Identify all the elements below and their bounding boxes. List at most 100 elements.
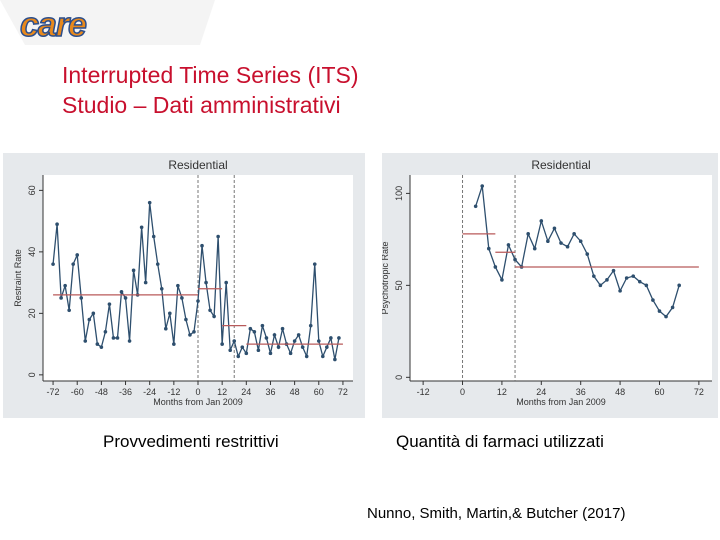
chart-title: Residential (531, 158, 590, 172)
data-point (539, 219, 544, 223)
data-point (188, 333, 192, 337)
x-tick-label: -12 (417, 387, 430, 397)
data-point (480, 184, 485, 188)
data-point (103, 330, 108, 334)
data-point (598, 283, 603, 288)
x-tick-label: 72 (338, 387, 348, 397)
data-point (131, 268, 136, 273)
data-point (493, 265, 498, 269)
data-point (224, 280, 228, 285)
x-tick-label: 72 (694, 387, 704, 397)
data-point (280, 326, 285, 331)
x-tick-label: 0 (460, 387, 465, 397)
data-point (300, 345, 305, 349)
y-axis-label: Psychotropic Rate (382, 241, 390, 314)
data-point (631, 274, 636, 278)
x-tick-label: 24 (241, 387, 251, 397)
x-tick-label: -12 (167, 387, 180, 397)
title-line: Studio – Dati amministrativi (62, 92, 341, 118)
data-point (657, 309, 662, 313)
data-point (611, 268, 616, 273)
x-axis-label: Months from Jan 2009 (153, 397, 243, 407)
data-point (75, 253, 80, 257)
data-point (155, 262, 160, 266)
x-tick-label: -72 (47, 387, 60, 397)
x-tick-label: -48 (95, 387, 108, 397)
data-point (644, 283, 649, 288)
data-point (147, 200, 152, 205)
data-point (664, 314, 668, 319)
data-point (559, 241, 563, 245)
data-point (55, 222, 59, 226)
data-point (308, 323, 313, 328)
x-tick-label: 36 (576, 387, 586, 397)
data-point (143, 280, 148, 285)
data-point (532, 246, 537, 251)
data-point (321, 354, 325, 359)
data-point (200, 243, 204, 248)
data-point (184, 317, 188, 322)
data-point (172, 342, 176, 346)
data-point (268, 351, 273, 356)
data-point (506, 243, 511, 247)
data-point (618, 289, 622, 293)
data-point (127, 339, 132, 343)
data-point (59, 296, 63, 300)
y-tick-label: 0 (27, 372, 37, 377)
data-point (228, 348, 233, 353)
data-point (99, 345, 104, 349)
data-point (51, 262, 55, 266)
data-point (196, 299, 200, 303)
data-point (256, 348, 261, 353)
data-point (333, 357, 337, 362)
data-point (180, 296, 184, 300)
x-tick-label: -24 (143, 387, 156, 397)
data-point (292, 339, 297, 343)
data-point (552, 226, 557, 231)
data-point (220, 342, 224, 346)
data-point (312, 262, 317, 266)
data-point (605, 278, 609, 282)
x-tick-label: -60 (71, 387, 84, 397)
data-point (337, 336, 341, 340)
data-point (325, 345, 329, 349)
data-point (572, 232, 576, 236)
data-point (526, 232, 530, 236)
title-line: Interrupted Time Series (ITS) (62, 62, 359, 88)
data-point (670, 305, 675, 310)
data-point (91, 311, 96, 316)
data-point (513, 257, 517, 262)
y-tick-label: 40 (27, 247, 37, 257)
data-point (79, 296, 84, 300)
data-point (111, 336, 116, 340)
data-point (248, 326, 253, 331)
data-point (119, 290, 124, 294)
x-tick-label: 0 (195, 387, 200, 397)
chart: Residential -72 -60 -48 -36 -24 -12 0 12 24 36 48 60… (3, 153, 365, 418)
x-tick-label: 48 (615, 387, 625, 397)
data-point (115, 336, 120, 340)
data-point (151, 234, 156, 239)
data-point (296, 333, 301, 337)
x-tick-label: 24 (536, 387, 546, 397)
data-point (83, 339, 88, 343)
x-tick-label: 12 (497, 387, 507, 397)
x-axis-label: Months from Jan 2009 (516, 397, 606, 407)
data-point (272, 333, 277, 337)
data-point (288, 351, 293, 356)
plot-area (410, 175, 712, 381)
data-point (651, 298, 655, 302)
data-point (244, 351, 249, 356)
y-tick-label: 50 (394, 280, 404, 290)
x-tick-label: 36 (265, 387, 275, 397)
data-point (264, 336, 269, 340)
x-tick-label: 60 (654, 387, 664, 397)
data-point (500, 278, 504, 282)
y-tick-label: 0 (394, 375, 404, 380)
data-point (176, 283, 180, 288)
data-point (677, 283, 681, 288)
y-tick-label: 20 (27, 308, 37, 318)
data-point (592, 274, 596, 278)
